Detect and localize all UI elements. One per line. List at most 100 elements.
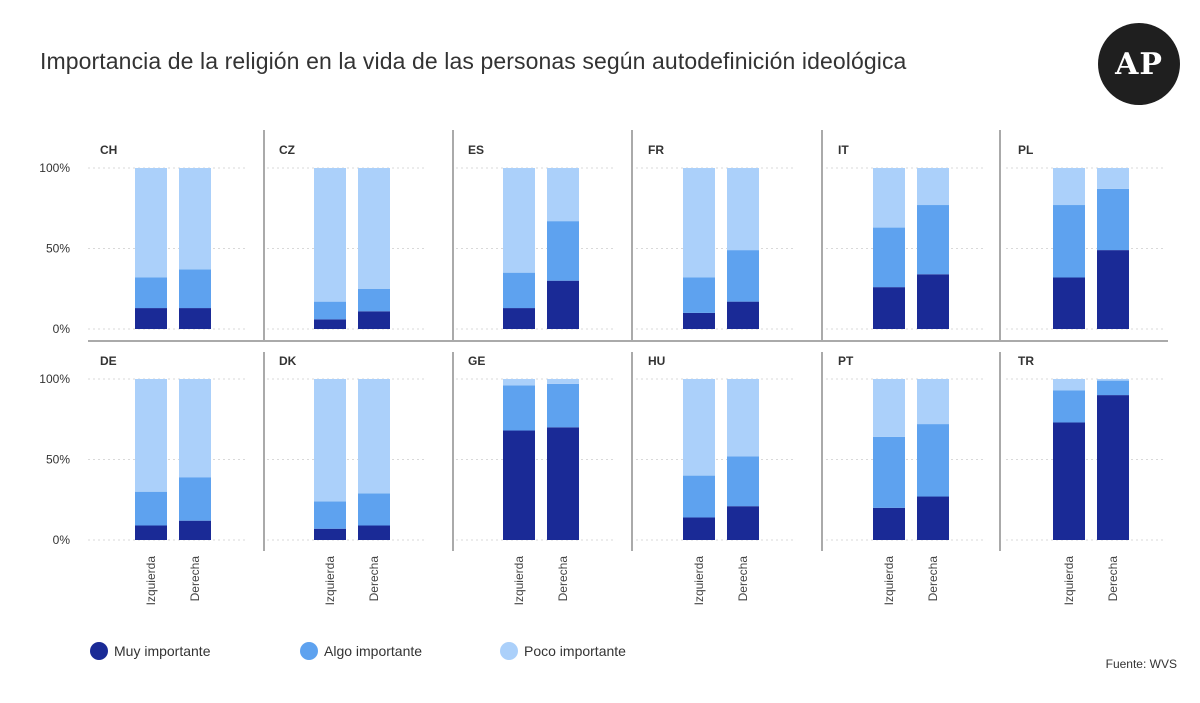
legend-label-poco: Poco importante xyxy=(524,643,626,659)
panel-country-label: PT xyxy=(838,354,854,368)
bar-segment-poco xyxy=(503,168,535,273)
y-tick-label: 50% xyxy=(46,242,70,256)
y-tick-label: 0% xyxy=(53,533,71,547)
panel-country-label: CZ xyxy=(279,143,295,157)
panel-country-label: CH xyxy=(100,143,117,157)
legend-label-algo: Algo importante xyxy=(324,643,423,659)
bar-segment-poco xyxy=(358,379,390,494)
bar-segment-muy xyxy=(683,312,715,329)
bar-segment-algo xyxy=(873,227,905,288)
small-multiples-chart: CH CZ ES FR IT PL DE DK GE HU PT TR 100% 50% 0% 100% 50%… xyxy=(39,130,1168,606)
bar-segment-poco xyxy=(547,379,579,384)
bar-segment-muy xyxy=(503,308,535,329)
bar-segment-poco xyxy=(683,379,715,476)
bar-segment-algo xyxy=(727,250,759,302)
bar-segment-algo xyxy=(135,277,167,309)
bar-segment-muy xyxy=(135,525,167,540)
bar-segment-algo xyxy=(547,383,579,428)
bar-segment-poco xyxy=(1053,168,1085,206)
ap-logo-text: AP xyxy=(1115,46,1163,82)
bar-segment-algo xyxy=(683,277,715,313)
bar-segment-algo xyxy=(358,288,390,312)
bar-segment-algo xyxy=(179,477,211,521)
legend-label-muy: Muy importante xyxy=(114,643,211,659)
bar-segment-muy xyxy=(1053,422,1085,540)
x-category-label: Izquierda xyxy=(323,556,337,606)
legend-swatch-muy xyxy=(90,642,108,660)
bar-segment-poco xyxy=(727,168,759,251)
bar-segment-algo xyxy=(358,493,390,526)
x-category-label: Izquierda xyxy=(882,556,896,606)
bar-segment-muy xyxy=(547,280,579,329)
bar-segment-poco xyxy=(547,168,579,222)
panel-country-label: DK xyxy=(279,354,297,368)
bar-segment-algo xyxy=(683,475,715,518)
chart-title: Importancia de la religión en la vida de… xyxy=(40,48,907,74)
bar-segment-poco xyxy=(358,168,390,289)
bar-segment-muy xyxy=(135,308,167,329)
panel-country-label: GE xyxy=(468,354,485,368)
bar-segment-poco xyxy=(135,168,167,278)
x-category-label: Derecha xyxy=(1106,556,1120,602)
bar-segment-poco xyxy=(503,379,535,386)
bar-segment-muy xyxy=(314,528,346,540)
x-category-label: Izquierda xyxy=(144,556,158,606)
panel-country-label: FR xyxy=(648,143,664,157)
bar-segment-algo xyxy=(547,221,579,281)
bar-segment-poco xyxy=(873,168,905,228)
panel-country-label: PL xyxy=(1018,143,1033,157)
legend-item-algo: Algo importante xyxy=(300,642,422,660)
bar-segment-poco xyxy=(727,379,759,457)
bar-segment-muy xyxy=(547,427,579,540)
legend-item-poco: Poco importante xyxy=(500,642,626,660)
bar-segment-algo xyxy=(314,301,346,320)
y-tick-label: 100% xyxy=(39,161,70,175)
bar-segment-muy xyxy=(873,507,905,540)
bar-segment-poco xyxy=(179,379,211,478)
bar-segment-muy xyxy=(917,274,949,329)
bar-segment-muy xyxy=(1097,250,1129,329)
bar-segment-muy xyxy=(727,301,759,329)
bar-segment-poco xyxy=(135,379,167,492)
bar-segment-algo xyxy=(179,269,211,309)
bar-segment-poco xyxy=(179,168,211,270)
x-category-label: Derecha xyxy=(188,556,202,602)
bar-segment-muy xyxy=(179,520,211,540)
panel-country-label: TR xyxy=(1018,354,1034,368)
bar-segment-muy xyxy=(503,430,535,540)
bar-segment-algo xyxy=(873,436,905,508)
ap-logo: AP xyxy=(1098,23,1180,105)
bar-segment-muy xyxy=(727,506,759,540)
bar-segment-poco xyxy=(873,379,905,437)
x-category-label: Izquierda xyxy=(512,556,526,606)
y-tick-label: 50% xyxy=(46,453,70,467)
panel-country-label: IT xyxy=(838,143,849,157)
bar-segment-algo xyxy=(1053,205,1085,278)
bar-segment-muy xyxy=(314,319,346,329)
bar-segment-poco xyxy=(1053,379,1085,391)
bar-segment-algo xyxy=(135,491,167,526)
legend: Muy importante Algo importante Poco impo… xyxy=(90,642,790,668)
legend-swatch-algo xyxy=(300,642,318,660)
x-category-label: Derecha xyxy=(367,556,381,602)
bar-segment-algo xyxy=(1097,380,1129,396)
panel-country-label: ES xyxy=(468,143,484,157)
bar-segment-algo xyxy=(727,456,759,507)
bar-segment-muy xyxy=(917,496,949,540)
bar-segment-algo xyxy=(917,205,949,275)
bar-segment-algo xyxy=(917,424,949,497)
y-tick-label: 100% xyxy=(39,372,70,386)
bar-segment-poco xyxy=(917,379,949,425)
bar-segment-poco xyxy=(917,168,949,206)
bar-segment-muy xyxy=(1097,395,1129,540)
bar-segment-algo xyxy=(314,501,346,529)
legend-swatch-poco xyxy=(500,642,518,660)
bar-segment-poco xyxy=(1097,379,1129,381)
bar-segment-poco xyxy=(314,168,346,302)
bar-segment-algo xyxy=(503,272,535,309)
bar-segment-poco xyxy=(1097,168,1129,189)
x-category-label: Derecha xyxy=(736,556,750,602)
x-category-label: Derecha xyxy=(556,556,570,602)
x-category-label: Derecha xyxy=(926,556,940,602)
bar-segment-muy xyxy=(1053,277,1085,329)
